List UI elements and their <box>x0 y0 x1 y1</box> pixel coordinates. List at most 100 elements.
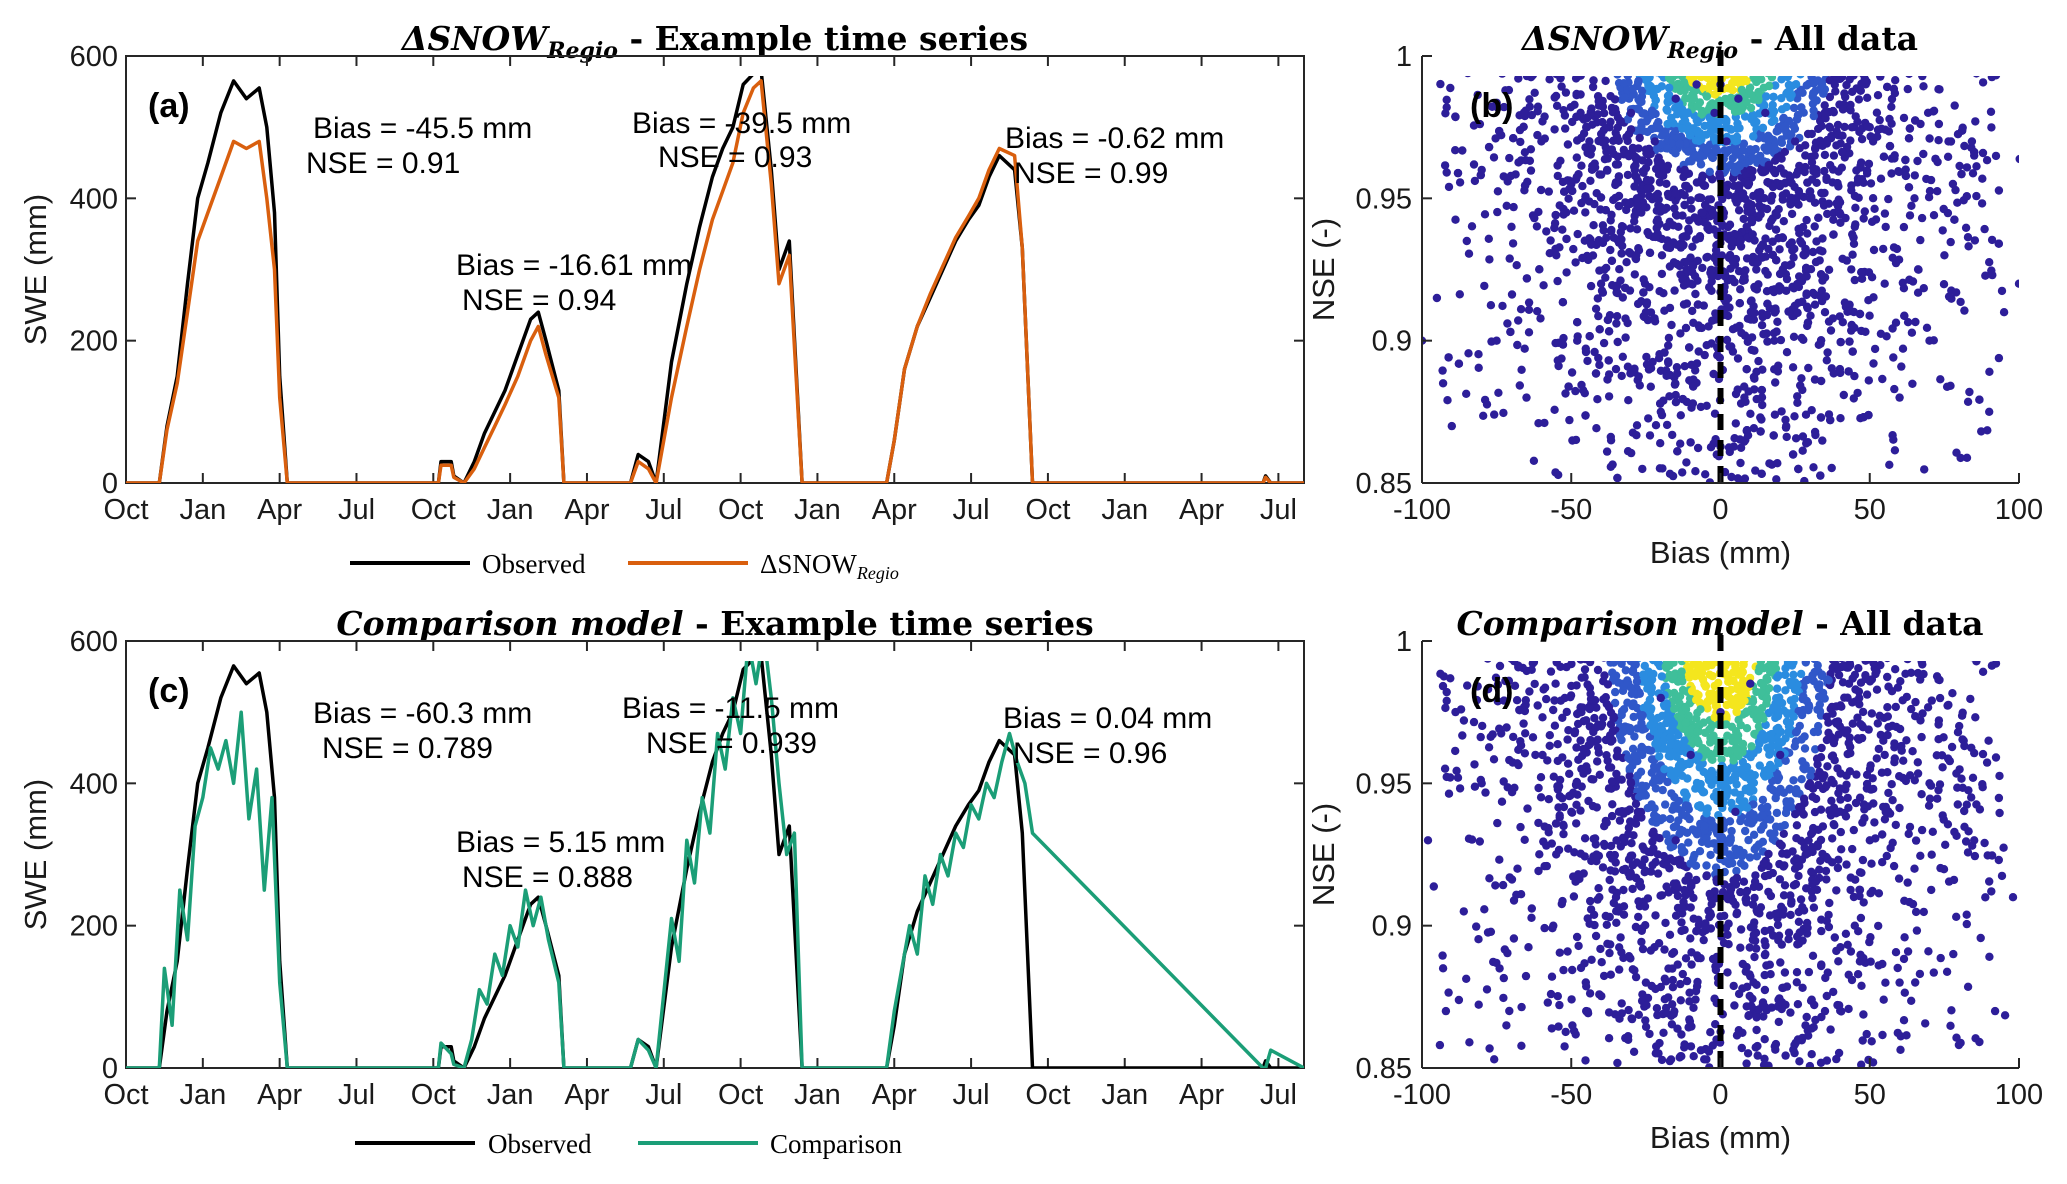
scatter-point <box>1966 694 1975 704</box>
scatter-point <box>1745 943 1755 952</box>
scatter-point <box>1469 121 1479 130</box>
scatter-point <box>1732 908 1742 917</box>
scatter-point <box>1633 771 1642 780</box>
scatter-point <box>1607 145 1617 154</box>
scatter-point <box>1816 336 1826 345</box>
scatter-point <box>1813 727 1823 737</box>
scatter-point <box>1771 145 1780 154</box>
scatter-point <box>1958 708 1967 717</box>
scatter-point <box>1688 306 1697 316</box>
scatter-point <box>1829 661 1838 665</box>
scatter-point <box>1679 112 1689 121</box>
scatter-point <box>1939 865 1949 874</box>
scatter-point <box>1871 60 1879 68</box>
scatter-point <box>1625 872 1635 881</box>
scatter-point <box>1759 647 1767 655</box>
scatter-point <box>1503 319 1512 328</box>
scatter-point <box>1972 162 1981 171</box>
scatter-point <box>1888 838 1897 847</box>
scatter-point <box>1796 76 1805 79</box>
scatter-point <box>1602 751 1611 760</box>
scatter-point <box>1577 59 1585 67</box>
scatter-point <box>1739 877 1749 886</box>
scatter-point <box>1710 254 1720 263</box>
scatter-point <box>1451 146 1460 155</box>
scatter-point <box>1781 122 1790 131</box>
scatter-point <box>1560 187 1569 196</box>
scatter-point <box>1481 788 1490 797</box>
scatter-point <box>1664 333 1674 343</box>
scatter-point <box>1752 265 1761 274</box>
scatter-point <box>1975 395 1984 404</box>
scatter-point <box>1608 59 1616 67</box>
scatter-point <box>1739 139 1749 148</box>
scatter-point <box>1689 382 1698 391</box>
scatter-point <box>1874 889 1884 898</box>
scatter-point <box>1473 90 1482 100</box>
scatter-point <box>1794 224 1803 234</box>
scatter-point <box>1825 898 1834 908</box>
y-tick-label: 400 <box>70 183 118 215</box>
scatter-point <box>1955 161 1964 171</box>
scatter-point <box>1773 771 1783 780</box>
scatter-point <box>1861 674 1870 683</box>
scatter-point <box>1484 142 1494 152</box>
scatter-point <box>1836 337 1845 347</box>
scatter-point <box>1878 830 1887 839</box>
scatter-point <box>1644 365 1654 374</box>
scatter-point <box>1872 754 1882 763</box>
scatter-point <box>1781 664 1790 673</box>
scatter-point <box>1704 195 1713 204</box>
scatter-point <box>1591 304 1601 313</box>
scatter-point <box>1774 63 1782 71</box>
scatter-point <box>1572 743 1581 752</box>
scatter-point <box>1609 673 1619 682</box>
scatter-point <box>1577 161 1586 170</box>
scatter-point <box>1662 1008 1671 1018</box>
scatter-point <box>1745 83 1755 92</box>
scatter-point <box>1782 432 1791 442</box>
scatter-point <box>1458 146 1467 155</box>
scatter-point <box>1612 66 1620 74</box>
scatter-point <box>1784 307 1793 316</box>
scatter-point <box>1829 820 1838 829</box>
scatter-point <box>1566 103 1576 112</box>
scatter-point <box>1594 353 1603 363</box>
scatter-point <box>1802 81 1811 90</box>
scatter-point <box>1847 651 1855 659</box>
scatter-point <box>1442 103 1451 112</box>
scatter-point <box>1606 661 1611 662</box>
scatter-point <box>1601 273 1610 282</box>
scatter-point <box>1750 308 1759 318</box>
plot-frame <box>125 55 1305 484</box>
scatter-point <box>1777 76 1786 84</box>
scatter-point <box>1792 59 1800 67</box>
scatter-point <box>1873 66 1881 74</box>
scatter-point <box>1590 199 1599 209</box>
scatter-point <box>1972 800 1981 809</box>
scatter-point <box>1872 108 1882 117</box>
scatter-point <box>1558 896 1567 906</box>
scatter-point <box>1685 1015 1694 1024</box>
scatter-point <box>1904 648 1912 656</box>
scatter-point <box>1792 649 1800 657</box>
scatter-point <box>1470 176 1480 186</box>
scatter-point <box>1746 145 1755 154</box>
scatter-point <box>1762 204 1772 214</box>
scatter-point <box>1498 76 1506 78</box>
scatter-point <box>1925 186 1935 196</box>
scatter-point <box>1807 406 1816 415</box>
scatter-point <box>1735 651 1743 659</box>
scatter-point <box>1529 456 1539 465</box>
x-tick-label: 0 <box>1712 494 1728 526</box>
scatter-point <box>1884 127 1894 136</box>
scatter-point <box>1883 82 1892 92</box>
scatter-point <box>1730 65 1738 73</box>
scatter-point <box>1552 101 1562 111</box>
scatter-point <box>1854 664 1863 673</box>
scatter-point <box>1499 777 1508 786</box>
scatter-point <box>1769 92 1778 102</box>
scatter-point <box>1563 947 1572 956</box>
scatter-point <box>1650 804 1659 813</box>
x-tick-label: Apr <box>257 1079 302 1111</box>
